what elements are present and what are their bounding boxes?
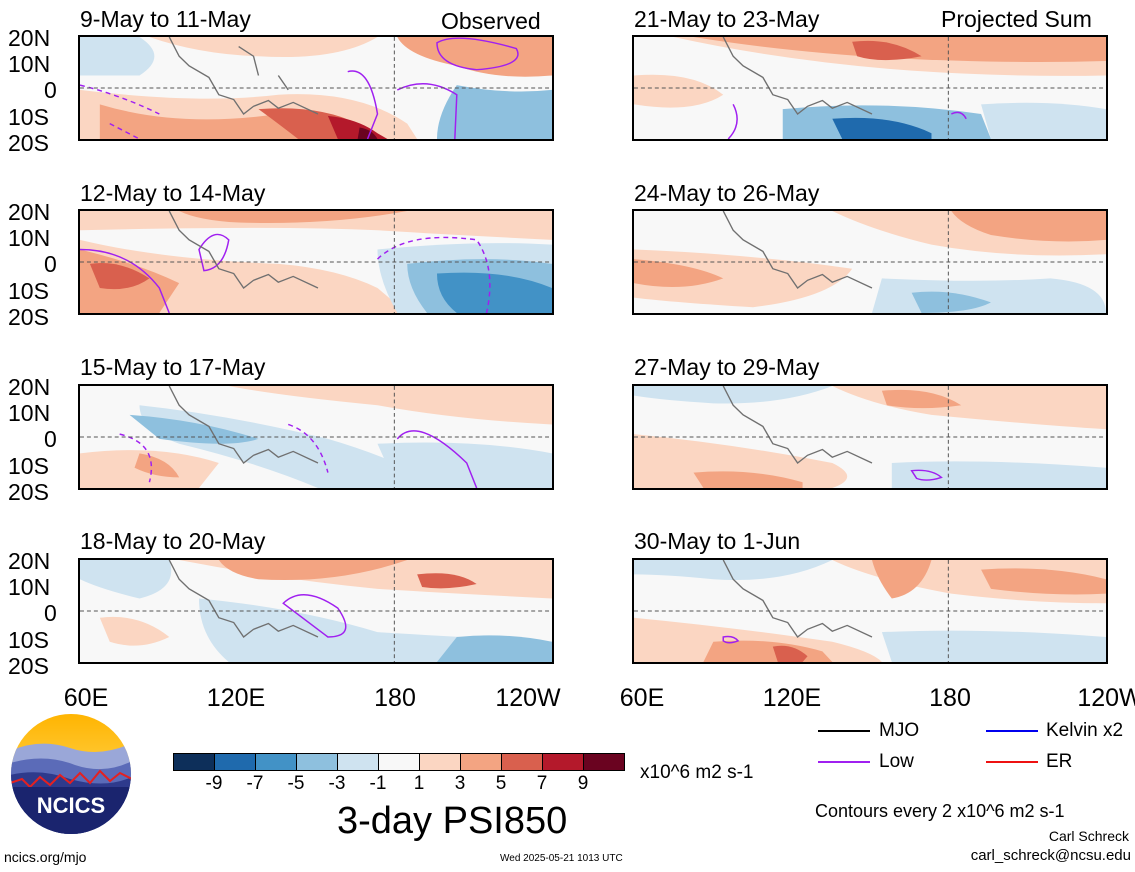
lat-tick-label: 20S	[8, 653, 49, 679]
lat-tick-label: 10S	[8, 627, 49, 653]
colorbar-tick-label: -1	[369, 773, 387, 794]
panel-label-projected: Projected Sum	[941, 6, 1092, 32]
lat-tick-label: 10N	[8, 225, 51, 251]
colorbar-swatch	[337, 753, 379, 771]
legend-line-low	[818, 761, 870, 763]
colorbar-swatch	[296, 753, 338, 771]
map-panel-21-may	[632, 35, 1108, 141]
legend-line-er	[986, 761, 1038, 763]
panel-title: 9-May to 11-May	[80, 6, 251, 32]
lat-tick-label: 20S	[8, 304, 49, 330]
legend-label-er: ER	[1046, 751, 1073, 772]
contours-note: Contours every 2 x10^6 m2 s-1	[815, 801, 1065, 821]
lat-tick-label: 10N	[8, 51, 51, 77]
main-title: 3-day PSI850	[337, 800, 568, 842]
colorbar-tick-label: 7	[536, 773, 548, 794]
lat-tick-label: 10N	[8, 574, 51, 600]
colorbar-tick-label: 9	[577, 773, 589, 794]
author-email[interactable]: carl_schreck@ncsu.edu	[970, 847, 1131, 864]
colorbar-tick-label: -3	[328, 773, 346, 794]
panel-label-observed: Observed	[441, 8, 541, 34]
colorbar-swatch	[173, 753, 215, 771]
map-panel-27-may	[632, 384, 1108, 490]
lat-tick-label: 0	[44, 251, 57, 277]
colorbar-swatch	[460, 753, 502, 771]
lon-tick-120e: 120E	[762, 684, 822, 712]
lat-tick-label: 20N	[8, 199, 51, 225]
colorbar-swatch	[419, 753, 461, 771]
lat-tick-label: 0	[44, 426, 57, 452]
colorbar-tick-label: 1	[413, 773, 425, 794]
lat-tick-label: 20N	[8, 548, 51, 574]
website-link[interactable]: ncics.org/mjo	[4, 849, 87, 865]
lon-tick-120w: 120W	[1077, 684, 1135, 712]
map-panel-30-may	[632, 558, 1108, 664]
colorbar-units: x10^6 m2 s-1	[640, 762, 754, 783]
panel-title: 21-May to 23-May	[634, 6, 820, 32]
lon-tick-120w: 120W	[495, 684, 561, 712]
author-name: Carl Schreck	[1048, 828, 1129, 844]
lat-tick-label: 0	[44, 600, 57, 626]
lat-tick-label: 20S	[8, 479, 49, 505]
panel-title: 30-May to 1-Jun	[634, 528, 801, 554]
lat-tick-label: 10S	[8, 278, 49, 304]
lat-tick-label: 10S	[8, 104, 49, 130]
panel-title: 12-May to 14-May	[80, 180, 266, 206]
map-panel-24-may	[632, 209, 1108, 315]
lon-tick-180: 180	[929, 684, 971, 712]
map-panel-18-may	[78, 558, 554, 664]
colorbar-swatch	[255, 753, 297, 771]
colorbar-tick-label: -7	[246, 773, 264, 794]
lon-tick-60e: 60E	[63, 684, 109, 712]
colorbar-swatch	[378, 753, 420, 771]
lat-tick-label: 10N	[8, 400, 51, 426]
lat-tick-label: 0	[44, 77, 57, 103]
lon-tick-120e: 120E	[206, 684, 266, 712]
colorbar-tick-label: 3	[454, 773, 466, 794]
panel-title: 15-May to 17-May	[80, 354, 266, 380]
lat-tick-label: 20N	[8, 25, 51, 51]
lon-tick-180: 180	[374, 684, 416, 712]
logo-text: NCICS	[37, 793, 105, 818]
colorbar-swatch	[542, 753, 584, 771]
lat-tick-label: 10S	[8, 453, 49, 479]
legend-label-kelvin: Kelvin x2	[1046, 720, 1124, 741]
colorbar-tick-label: -5	[287, 773, 305, 794]
legend-line-mjo	[818, 730, 870, 732]
timestamp: Wed 2025-05-21 1013 UTC	[500, 853, 623, 864]
colorbar-swatch	[214, 753, 256, 771]
colorbar-swatch	[583, 753, 625, 771]
map-panel-9-may	[78, 35, 554, 141]
colorbar-tick-label: 5	[495, 773, 507, 794]
lon-tick-60e: 60E	[619, 684, 665, 712]
panel-title: 18-May to 20-May	[80, 528, 266, 554]
ncics-logo: NCICS	[10, 713, 132, 835]
lat-tick-label: 20N	[8, 374, 51, 400]
map-panel-12-may	[78, 209, 554, 315]
legend-label-low: Low	[879, 751, 914, 772]
panel-title: 24-May to 26-May	[634, 180, 820, 206]
map-panel-15-may	[78, 384, 554, 490]
legend-line-kelvin	[986, 730, 1038, 732]
panel-title: 27-May to 29-May	[634, 354, 820, 380]
legend-label-mjo: MJO	[879, 720, 920, 741]
colorbar-swatch	[501, 753, 543, 771]
lat-tick-label: 20S	[8, 130, 49, 156]
colorbar-tick-label: -9	[205, 773, 223, 794]
